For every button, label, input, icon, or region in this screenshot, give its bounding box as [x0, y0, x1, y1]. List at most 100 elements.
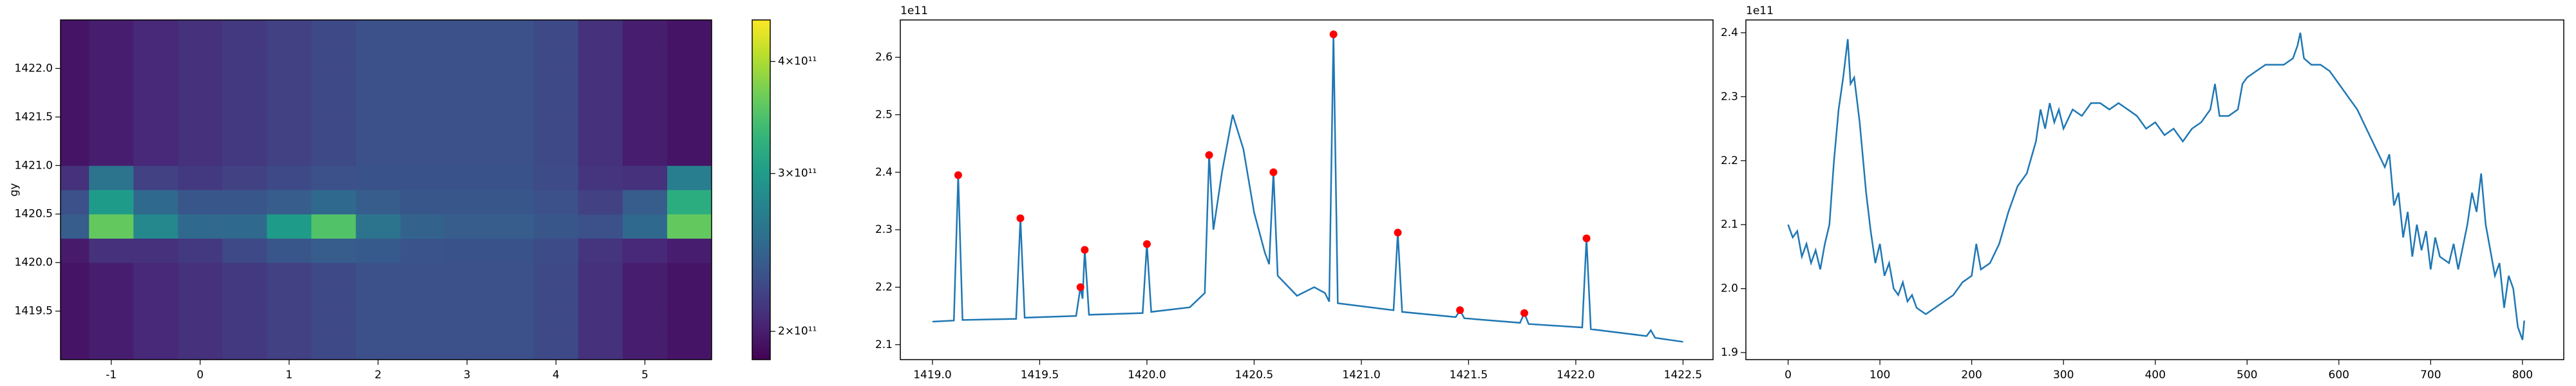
heatmap-cell: [444, 44, 490, 69]
heatmap-cell: [400, 165, 446, 190]
heatmap-cell: [578, 165, 623, 190]
heatmap-cell: [355, 116, 401, 142]
axes-frame: [60, 19, 712, 360]
heatmap-cell: [667, 141, 712, 166]
heatmap-cell: [622, 238, 668, 263]
heatmap-cell: [533, 141, 579, 166]
heatmap-cell: [267, 311, 312, 336]
heatmap-cell: [89, 116, 134, 142]
heatmap-cell: [355, 20, 401, 45]
heatmap-cell: [61, 141, 90, 166]
heatmap-cell: [444, 311, 490, 336]
heatmap-cell: [444, 116, 490, 142]
heatmap-cell: [489, 93, 535, 118]
heatmap-cell: [222, 214, 267, 239]
heatmap-cell: [267, 20, 312, 45]
x-tick-label: 700: [2420, 369, 2441, 381]
y-axis-label: gy: [8, 183, 21, 197]
heatmap-cell: [667, 44, 712, 69]
heatmap-cell: [267, 214, 312, 239]
heatmap-cell: [622, 165, 668, 190]
y-tick-label: 2.3: [875, 223, 893, 236]
colorbar-tick-label: 4×10¹¹: [778, 55, 817, 68]
peak-marker: [1269, 168, 1278, 176]
heatmap-cell: [133, 93, 178, 118]
heatmap-cell: [578, 311, 623, 336]
heatmap-cell: [61, 262, 90, 288]
heatmap-cell: [667, 286, 712, 312]
heatmap-cell: [311, 68, 357, 93]
y-tick-label: 2.2: [1721, 154, 1738, 167]
heatmap-cell: [533, 214, 579, 239]
heatmap-cell: [61, 93, 90, 118]
heatmap-cell: [489, 214, 535, 239]
heatmap-cell: [355, 141, 401, 166]
x-tick-label: -1: [106, 369, 117, 381]
heatmap-cell: [489, 68, 535, 93]
heatmap-cell: [133, 286, 178, 312]
peak-marker: [1205, 151, 1213, 159]
heatmap-cell: [222, 286, 267, 312]
heatmap-cell: [444, 165, 490, 190]
heatmap-cell: [178, 335, 223, 360]
x-tick-label: 100: [1870, 369, 1890, 381]
heatmap-cell: [622, 190, 668, 215]
x-tick-label: 500: [2237, 369, 2257, 381]
heatmap-cell: [400, 335, 446, 360]
heatmap-cell: [355, 165, 401, 190]
line-series: [932, 34, 1683, 343]
heatmap-cell: [355, 335, 401, 360]
heatmap-cell: [133, 20, 178, 45]
heatmap-cell: [178, 116, 223, 142]
heatmap-cell: [622, 311, 668, 336]
heatmap-cell: [444, 190, 490, 215]
heatmap-cell: [133, 141, 178, 166]
heatmap-cell: [578, 44, 623, 69]
heatmap-cell: [178, 311, 223, 336]
heatmap-cell: [61, 238, 90, 263]
heatmap-cell: [61, 165, 90, 190]
heatmap-cell: [489, 190, 535, 215]
heatmap-cell: [444, 262, 490, 288]
heatmap-cell: [533, 238, 579, 263]
heatmap-cell: [133, 335, 178, 360]
heatmap-cell: [489, 238, 535, 263]
heatmap-cell: [267, 93, 312, 118]
heatmap-cell: [355, 44, 401, 69]
heatmap-cell: [400, 116, 446, 142]
heatmap-cell: [61, 311, 90, 336]
heatmap-cell: [222, 311, 267, 336]
y-tick-label: 1422.0: [15, 62, 53, 75]
heatmap-cell: [61, 190, 90, 215]
heatmap-cell: [489, 335, 535, 360]
heatmap-cell: [578, 20, 623, 45]
y-tick-label: 2.2: [875, 280, 893, 293]
heatmap-cell: [61, 335, 90, 360]
heatmap-cell: [667, 165, 712, 190]
heatmap-cell: [533, 335, 579, 360]
peak-marker: [954, 171, 962, 179]
heatmap-cell: [400, 311, 446, 336]
colorbar-tick-label: 2×10¹¹: [778, 325, 817, 338]
heatmap-cell: [89, 238, 134, 263]
line-series: [1787, 32, 2525, 340]
heatmap-cell: [667, 20, 712, 45]
heatmap-cell: [578, 335, 623, 360]
heatmap-cell: [89, 286, 134, 312]
heatmap-cell: [267, 44, 312, 69]
heatmap-cell: [400, 20, 446, 45]
heatmap-cell: [222, 165, 267, 190]
heatmap-cell: [89, 190, 134, 215]
heatmap-cell: [178, 214, 223, 239]
heatmap-cell: [178, 238, 223, 263]
heatmap-cell: [489, 44, 535, 69]
heatmap-cell: [400, 141, 446, 166]
heatmap-cell: [489, 116, 535, 142]
heatmap-cell: [178, 20, 223, 45]
heatmap-cell: [89, 335, 134, 360]
heatmap-cell: [133, 262, 178, 288]
heatmap-cell: [311, 238, 357, 263]
heatmap-cell: [578, 238, 623, 263]
heatmap-cell: [444, 68, 490, 93]
heatmap-cell: [489, 141, 535, 166]
